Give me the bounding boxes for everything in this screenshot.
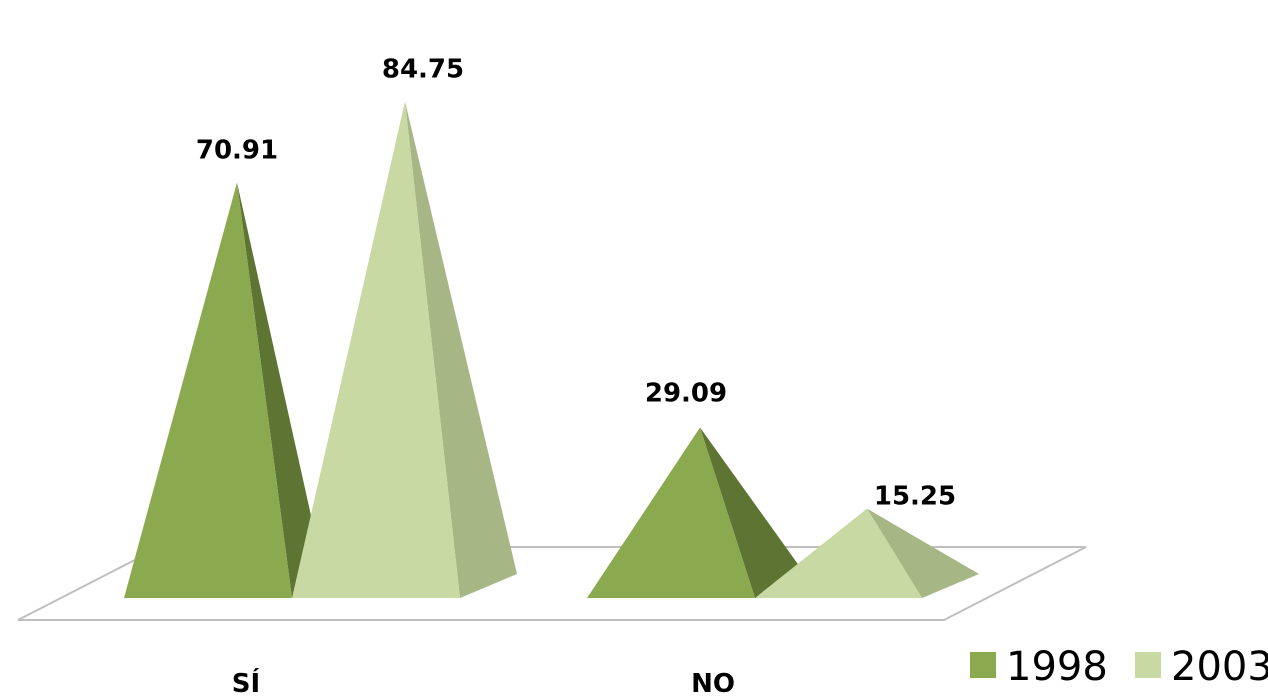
pyramid-1998-si	[124, 182, 324, 598]
pyramid-side-face	[237, 182, 324, 598]
legend-label-1998: 1998	[1006, 644, 1108, 690]
pyramid-front-face	[755, 508, 922, 598]
legend: 1998 2003	[970, 644, 1268, 690]
legend-label-2003: 2003	[1171, 644, 1268, 690]
pyramid-front-face	[587, 427, 755, 598]
data-label: 29.09	[645, 379, 727, 409]
pyramid-2003-no	[755, 508, 979, 598]
legend-swatch-1998	[970, 652, 996, 678]
pyramid-2003-si	[292, 101, 517, 599]
pyramid-series-group	[124, 101, 979, 599]
data-label: 15.25	[874, 482, 956, 512]
category-label-si: SÍ	[232, 667, 260, 696]
pyramid-side-face	[405, 101, 517, 599]
pyramid-1998-no	[587, 427, 805, 598]
legend-swatch-2003	[1135, 652, 1161, 678]
category-label-no: NO	[691, 669, 735, 696]
pyramid-side-face	[867, 508, 979, 598]
category-label-group: SÍ NO	[232, 667, 735, 696]
pyramid-front-face	[292, 101, 460, 599]
pyramid-side-face	[700, 427, 805, 598]
data-label: 84.75	[382, 54, 464, 84]
data-label: 70.91	[196, 135, 278, 165]
pyramid-front-face	[124, 182, 292, 598]
data-label-group: 70.91 84.75 29.09 15.25	[196, 54, 956, 511]
